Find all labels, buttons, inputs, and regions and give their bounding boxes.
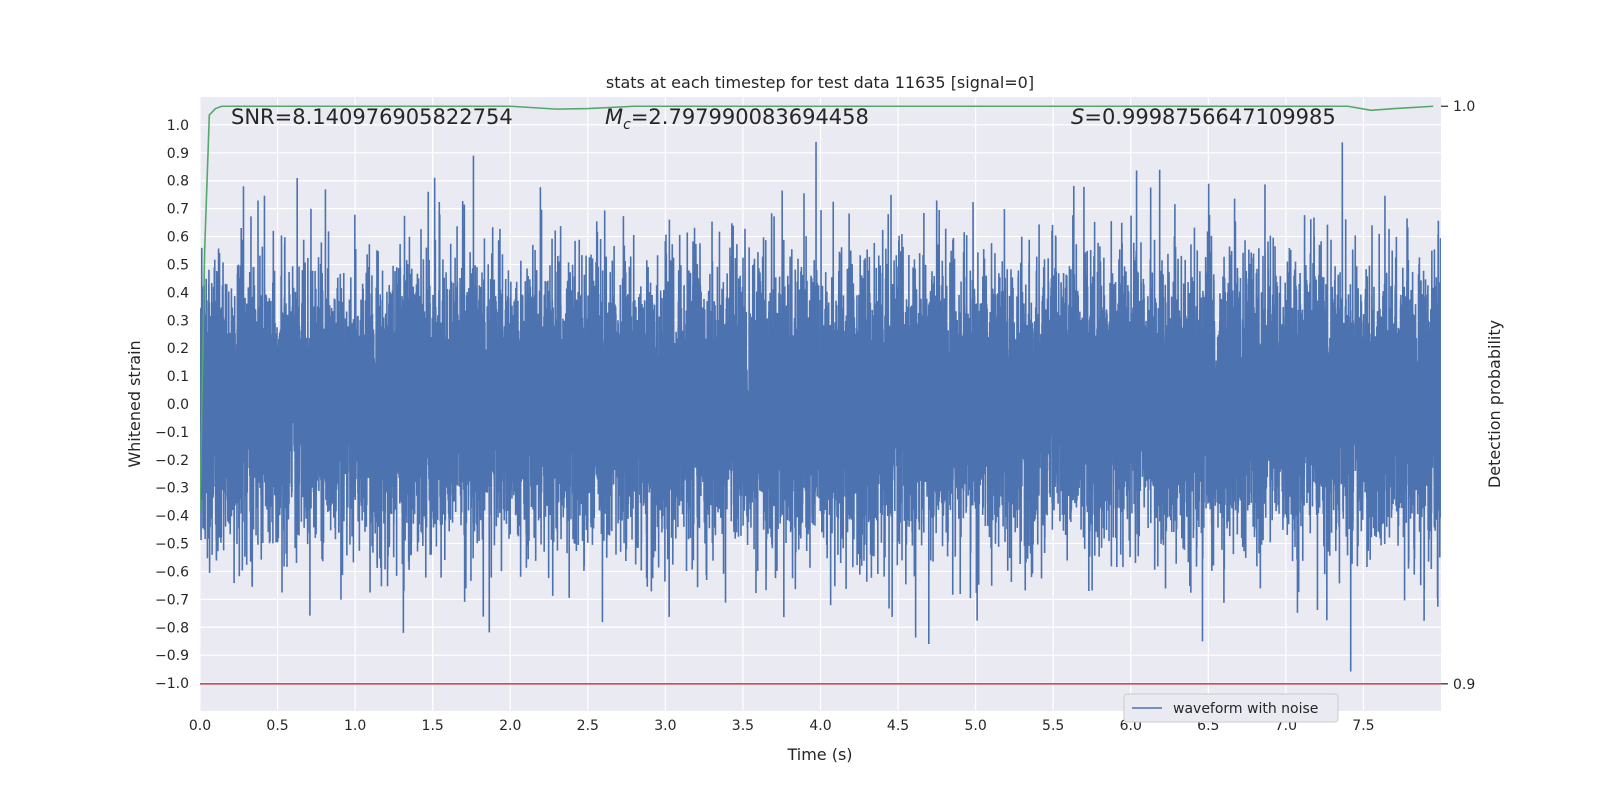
x-tick-labels: 0.0 0.5 1.0 1.5 2.0 2.5 3.0 3.5 4.0 4.5 5.0 5.5 6.0 6…	[189, 718, 1375, 734]
x-tick-label: 1.5	[422, 718, 444, 734]
detection-stat-annotation: S=0.9998756647109985	[1071, 105, 1336, 129]
detection-stat-value: =0.9998756647109985	[1084, 105, 1335, 129]
y-tick-label: 0.8	[167, 174, 189, 190]
y-tick-label: 0.0	[167, 397, 189, 413]
x-tick-label: 5.5	[1042, 718, 1064, 734]
y-tick-label: 1.0	[167, 118, 189, 134]
y-tick-label: 0.6	[167, 230, 189, 246]
right-tick-label: 1.0	[1453, 99, 1475, 115]
y-tick-label: −0.2	[155, 453, 189, 469]
chirp-mass-annotation: Mc=2.797990083694458	[605, 105, 869, 133]
y-axis-label-right: Detection probability	[1485, 320, 1504, 488]
detection-probability-line	[200, 105, 1434, 511]
x-tick-label: 1.0	[344, 718, 366, 734]
chirp-mass-symbol: M	[605, 105, 623, 129]
y-tick-label: −0.1	[155, 425, 189, 441]
y-tick-label: −0.5	[155, 537, 189, 553]
y-tick-label: −0.6	[155, 564, 189, 580]
legend-entry-waveform: waveform with noise	[1173, 701, 1318, 717]
detection-stat-symbol: S	[1071, 105, 1084, 129]
x-tick-label: 3.5	[732, 718, 754, 734]
x-tick-label: 0.5	[266, 718, 288, 734]
waveform-series-line	[200, 141, 1441, 672]
y-tick-label: −1.0	[155, 676, 189, 692]
y-tick-label: 0.4	[167, 285, 189, 301]
y-tick-label: 0.1	[167, 369, 189, 385]
y-tick-label: 0.7	[167, 202, 189, 218]
x-tick-label: 7.5	[1352, 718, 1374, 734]
right-axis-ticks: 1.0 0.9	[1441, 99, 1475, 693]
y-tick-label: −0.4	[155, 509, 189, 525]
x-tick-label: 3.0	[654, 718, 676, 734]
y-tick-label: 0.2	[167, 341, 189, 357]
x-tick-label: 4.5	[887, 718, 909, 734]
y-tick-label: −0.8	[155, 620, 189, 636]
y-tick-label: −0.3	[155, 481, 189, 497]
x-tick-label: 2.5	[577, 718, 599, 734]
x-tick-label: 5.0	[964, 718, 986, 734]
y-tick-label: 0.5	[167, 257, 189, 273]
chirp-mass-value: =2.797990083694458	[631, 105, 869, 129]
x-tick-label: 0.0	[189, 718, 211, 734]
chirp-mass-subscript: c	[623, 117, 631, 133]
y-tick-label: −0.9	[155, 648, 189, 664]
legend-box	[1123, 693, 1339, 723]
right-tick-label: 0.9	[1453, 677, 1475, 693]
legend: waveform with noise	[1123, 693, 1339, 723]
x-tick-label: 2.0	[499, 718, 521, 734]
y-tick-label: −0.7	[155, 592, 189, 608]
chart-title: stats at each timestep for test data 116…	[606, 73, 1034, 92]
x-axis-label: Time (s)	[786, 745, 852, 764]
y-tick-label: 0.9	[167, 146, 189, 162]
snr-annotation: SNR=8.140976905822754	[231, 105, 513, 129]
y-tick-labels: 1.0 0.9 0.8 0.7 0.6 0.5 0.4 0.3 0.2 0.1 0.0 −0.1 −0.…	[155, 118, 189, 692]
y-tick-label: 0.3	[167, 313, 189, 329]
y-axis-label: Whitened strain	[125, 340, 144, 467]
x-tick-label: 4.0	[809, 718, 831, 734]
